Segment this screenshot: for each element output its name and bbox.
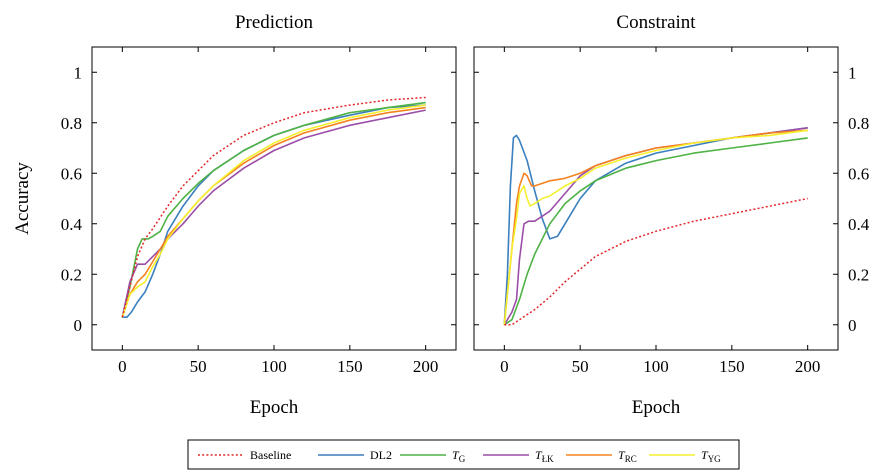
prediction-y-tick-label: 0.8 [61,114,82,133]
legend: Baseline DL2 TG TŁK TRC TYG [187,439,740,470]
prediction-series-t-lk [121,109,426,318]
legend-box [187,439,740,470]
prediction-panel: 0 50 100 150 200 0 0.2 0.4 0.6 0.8 1 Prediction Epoc… [12,12,457,418]
constraint-x-tick-label: 100 [643,357,669,376]
constraint-y-tick-label: 0.2 [848,265,869,284]
constraint-series-baseline [504,197,808,326]
legend-label-t-g: TG [452,448,466,464]
prediction-series-t-yg [121,104,426,318]
prediction-series-baseline [121,96,426,318]
prediction-chart-title: Prediction [235,12,314,33]
legend-label-dl2: DL2 [370,448,392,462]
prediction-y-tick-label: 0.4 [61,215,83,234]
prediction-plot-frame [91,46,457,351]
prediction-y-tick-label: 1 [74,63,83,82]
prediction-x-tick-label: 50 [190,357,207,376]
prediction-series-t-rc [121,106,426,318]
legend-label-t-lk: TŁK [535,448,554,464]
constraint-x-tick-label: 200 [795,357,821,376]
constraint-y-tick-label: 1 [848,63,857,82]
constraint-x-axis-label: Epoch [632,397,681,418]
prediction-y-axis-label: Accuracy [12,162,33,235]
legend-label-t-yg: TYG [701,448,721,464]
constraint-series-t-g [503,137,808,326]
constraint-x-tick-label: 50 [572,357,589,376]
prediction-x-tick-label: 150 [337,357,363,376]
legend-label-t-rc: TRC [618,448,637,464]
constraint-y-tick-label: 0.8 [848,114,869,133]
constraint-y-tick-label: 0.4 [848,215,870,234]
prediction-y-tick-label: 0.2 [61,265,82,284]
prediction-x-tick-label: 100 [261,357,287,376]
constraint-y-tick-label: 0 [848,316,857,335]
prediction-y-tick-label: 0 [74,316,83,335]
constraint-plot-frame [473,46,839,351]
prediction-series-t-g [121,101,426,318]
prediction-y-tick-label: 0.6 [61,164,82,183]
constraint-series-dl2 [503,127,808,325]
constraint-x-tick-label: 0 [500,357,509,376]
constraint-chart-title: Constraint [616,12,696,33]
prediction-series-dl2 [122,104,426,318]
constraint-series-t-yg [503,129,808,325]
prediction-x-tick-label: 0 [118,357,127,376]
constraint-series-t-lk [503,127,808,326]
constraint-x-tick-label: 150 [719,357,745,376]
prediction-x-tick-label: 200 [413,357,439,376]
constraint-series-t-rc [503,129,808,325]
legend-label-baseline: Baseline [250,448,291,462]
constraint-y-tick-label: 0.6 [848,164,869,183]
constraint-panel: 0 50 100 150 200 0 0.2 0.4 0.6 0.8 1 Constraint Epoc… [473,12,870,418]
prediction-x-axis-label: Epoch [250,397,299,418]
